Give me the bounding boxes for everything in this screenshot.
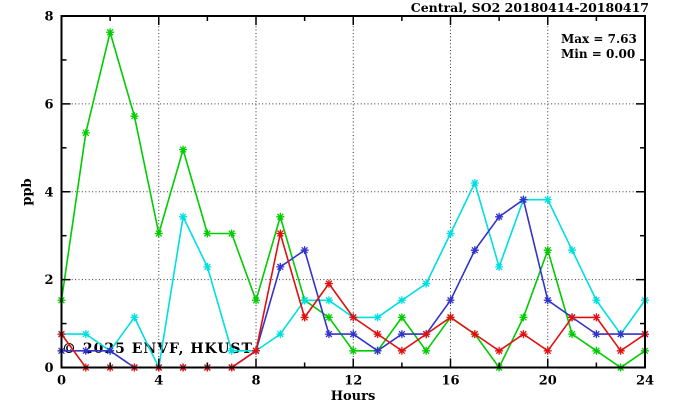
min-value-label: Min = 0.00 [561,47,635,61]
x-axis-title: Hours [331,389,376,404]
x-tick-label: 20 [539,374,557,389]
chart-title: Central, SO2 20180414-20180417 [411,0,649,15]
max-value-label: Max = 7.63 [561,32,637,46]
y-tick-label: 6 [44,97,53,112]
x-tick-label: 8 [251,374,260,389]
axes-layer [60,15,646,369]
y-axis-title: ppb [20,178,35,205]
x-tick-label: 4 [154,374,163,389]
y-tick-label: 0 [44,361,53,376]
x-tick-label: 16 [441,374,459,389]
y-tick-label: 8 [44,10,53,25]
watermark: © 2025 ENVF, HKUST [62,341,253,357]
x-tick-label: 0 [57,374,66,389]
y-tick-label: 4 [44,185,53,200]
y-tick-label: 2 [44,273,53,288]
x-tick-label: 12 [344,374,362,389]
x-tick-label: 24 [636,374,654,389]
grid-layer [61,16,645,368]
